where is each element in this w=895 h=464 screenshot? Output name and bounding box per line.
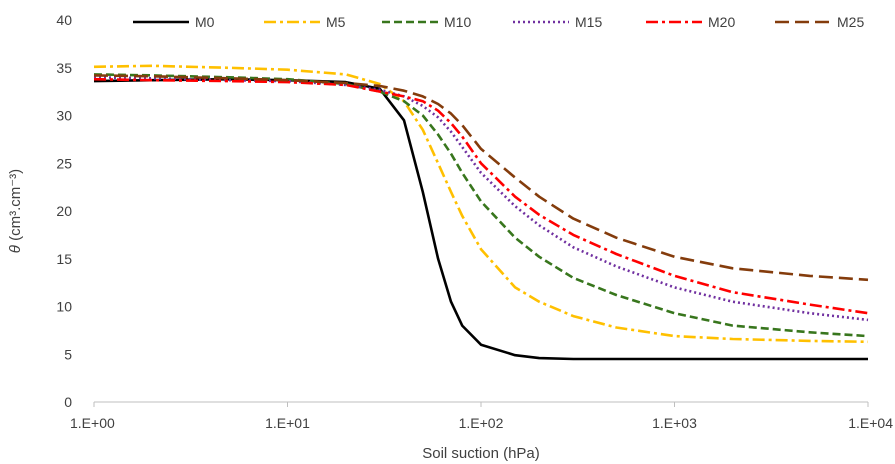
y-tick-label: 40 xyxy=(56,12,72,28)
series-line-m10 xyxy=(93,73,869,338)
y-tick-label: 15 xyxy=(56,251,72,267)
y-tick-label: 5 xyxy=(64,346,72,362)
y-axis-units: (cm³.cm⁻³) xyxy=(7,169,24,245)
axes: 1.E+00 1.E+01 1.E+02 1.E+03 1.E+04 0 5 10 15 20 2… xyxy=(56,12,893,431)
x-tick-label: 1.E+03 xyxy=(652,415,697,431)
y-tick-labels: 0 5 10 15 20 25 30 35 40 xyxy=(56,12,72,410)
series-line-m0 xyxy=(93,77,868,361)
x-tick-label: 1.E+01 xyxy=(265,415,310,431)
series-line-m20 xyxy=(93,77,869,315)
legend-label-m5: M5 xyxy=(326,14,346,30)
x-tick-label: 1.E+00 xyxy=(70,415,115,431)
y-axis-symbol: θ xyxy=(7,245,24,253)
y-tick-label: 30 xyxy=(56,108,72,124)
series-line-m15 xyxy=(93,76,869,322)
series-lines xyxy=(93,64,869,361)
y-tick-label: 10 xyxy=(56,299,72,315)
legend-label-m25: M25 xyxy=(837,14,864,30)
series-line-m5 xyxy=(93,64,869,344)
y-axis-title: θ (cm³.cm⁻³) xyxy=(7,169,24,253)
y-tick-label: 25 xyxy=(56,155,72,171)
y-tick-label: 0 xyxy=(64,394,72,410)
x-axis-title: Soil suction (hPa) xyxy=(422,445,540,462)
series-line-m25 xyxy=(93,74,869,282)
x-tick-label: 1.E+04 xyxy=(848,415,893,431)
y-tick-label: 35 xyxy=(56,60,72,76)
legend-label-m10: M10 xyxy=(444,14,471,30)
x-tick-label: 1.E+02 xyxy=(459,415,504,431)
legend-label-m15: M15 xyxy=(575,14,602,30)
legend: M0 M5 M10 M15 M20 M25 xyxy=(133,14,864,30)
x-tick-labels: 1.E+00 1.E+01 1.E+02 1.E+03 1.E+04 xyxy=(70,402,893,431)
legend-label-m0: M0 xyxy=(195,14,215,30)
y-tick-label: 20 xyxy=(56,203,72,219)
legend-label-m20: M20 xyxy=(708,14,735,30)
